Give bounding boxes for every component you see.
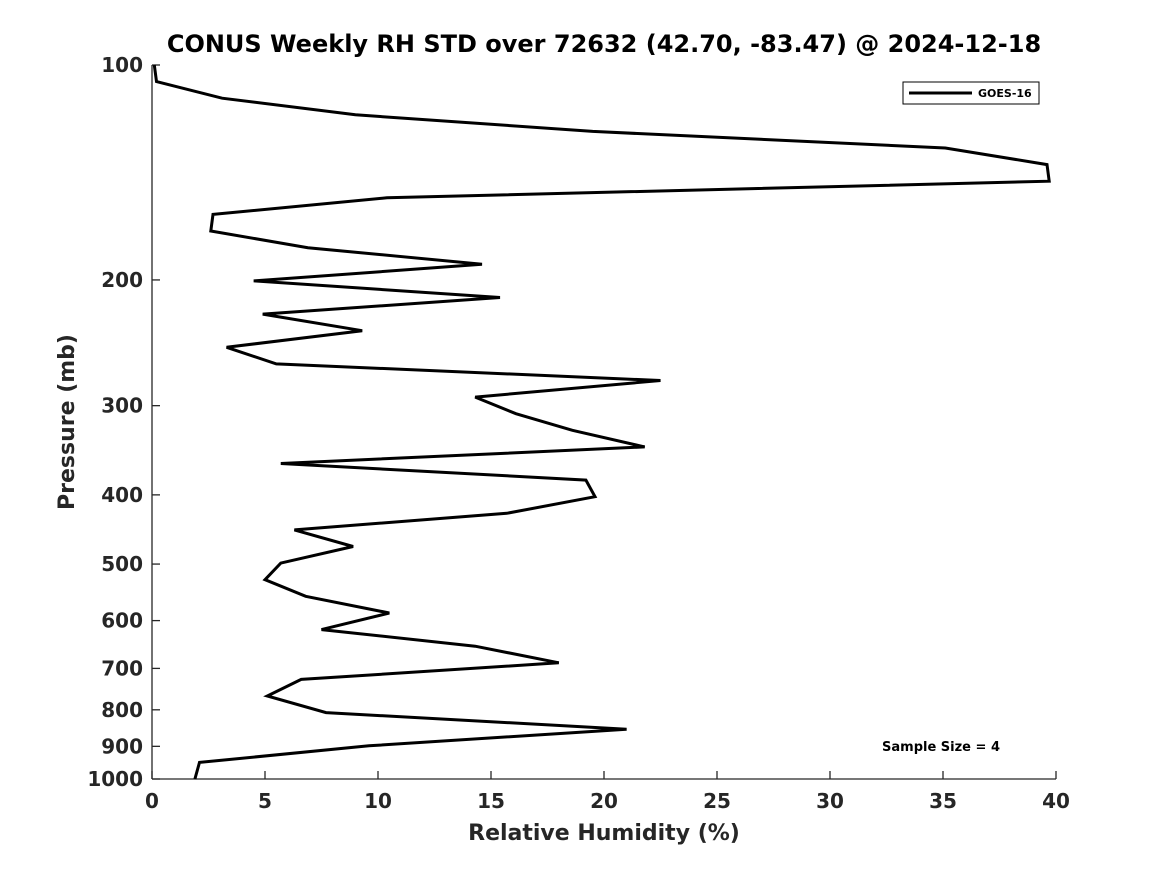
y-tick-label: 500 (101, 552, 143, 576)
y-tick-label: 300 (101, 394, 143, 418)
x-axis-label: Relative Humidity (%) (468, 821, 740, 846)
y-tick-label: 400 (101, 483, 143, 507)
y-tick-label: 900 (101, 734, 143, 758)
series-group (152, 64, 1051, 780)
plot-area: 0 5 10 15 20 25 30 35 40 100 200 300 400 500 600 700 80… (87, 53, 1070, 813)
x-tick-label: 25 (703, 789, 731, 813)
y-axis-label: Pressure (mb) (55, 334, 80, 510)
legend: GOES-16 (902, 81, 1040, 105)
x-tick-label: 40 (1042, 789, 1070, 813)
legend-label-goes16: GOES-16 (978, 87, 1032, 100)
x-ticks: 0 5 10 15 20 25 30 35 40 (145, 771, 1070, 813)
y-tick-label: 200 (101, 268, 143, 292)
x-tick-label: 10 (364, 789, 392, 813)
sample-size-annotation: Sample Size = 4 (882, 740, 1000, 755)
y-ticks: 100 200 300 400 500 600 700 800 900 1000 (87, 53, 160, 791)
y-tick-label: 1000 (87, 767, 143, 791)
chart-title: CONUS Weekly RH STD over 72632 (42.70, -… (167, 30, 1041, 58)
y-tick-label: 700 (101, 656, 143, 680)
x-tick-label: 20 (590, 789, 618, 813)
x-tick-label: 5 (258, 789, 272, 813)
series-line-goes16 (152, 64, 1051, 780)
x-tick-label: 15 (477, 789, 505, 813)
y-tick-label: 800 (101, 698, 143, 722)
y-tick-label: 100 (101, 53, 143, 77)
x-tick-label: 0 (145, 789, 159, 813)
y-tick-label: 600 (101, 609, 143, 633)
x-tick-label: 30 (816, 789, 844, 813)
x-tick-label: 35 (929, 789, 957, 813)
